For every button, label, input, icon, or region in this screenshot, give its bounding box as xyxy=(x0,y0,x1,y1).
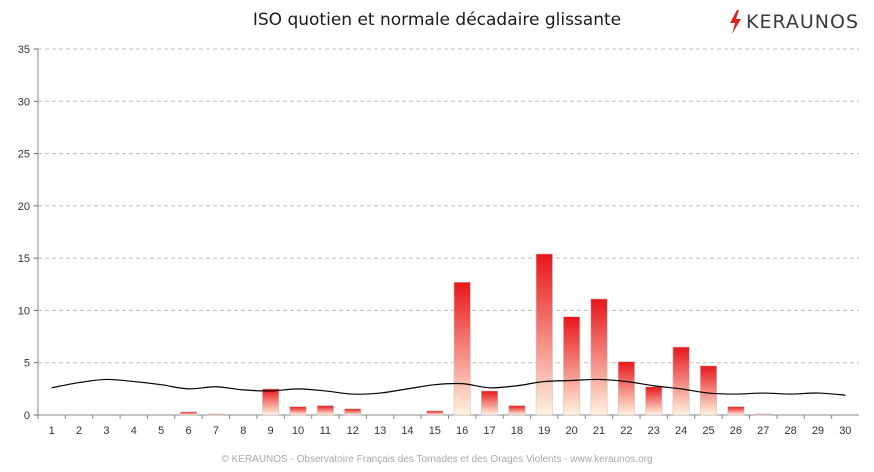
x-tick-label: 6 xyxy=(185,425,191,437)
bar-series xyxy=(180,253,772,416)
x-tick-label: 29 xyxy=(812,425,824,437)
brand-logo: KERAUNOS xyxy=(728,8,859,36)
x-tick-label: 23 xyxy=(648,425,660,437)
gridlines xyxy=(34,48,859,416)
x-tick-label: 1 xyxy=(49,425,55,437)
y-tick-label: 30 xyxy=(18,96,30,108)
x-tick-label: 14 xyxy=(401,425,413,437)
bar xyxy=(672,346,690,416)
x-tick-label: 15 xyxy=(429,425,441,437)
axes xyxy=(37,49,859,419)
y-tick-label: 10 xyxy=(18,305,30,317)
y-tick-label: 15 xyxy=(18,253,30,265)
bar xyxy=(289,406,307,416)
x-tick-label: 8 xyxy=(240,425,246,437)
x-tick-label: 17 xyxy=(483,425,495,437)
bar xyxy=(481,390,499,416)
x-tick-label: 20 xyxy=(566,425,578,437)
bar xyxy=(426,410,444,416)
x-tick-label: 28 xyxy=(784,425,796,437)
x-tick-label: 24 xyxy=(675,425,687,437)
x-tick-label: 7 xyxy=(213,425,219,437)
x-tick-label: 22 xyxy=(620,425,632,437)
bar xyxy=(727,406,745,416)
y-tick-label: 35 xyxy=(18,44,30,56)
y-tick-label: 0 xyxy=(24,410,30,422)
y-tick-label: 5 xyxy=(24,358,30,370)
bar xyxy=(508,405,526,416)
x-tick-label: 16 xyxy=(456,425,468,437)
bar xyxy=(563,316,581,416)
x-tick-label: 10 xyxy=(292,425,304,437)
brand-name: KERAUNOS xyxy=(746,11,860,33)
x-tick-label: 27 xyxy=(757,425,769,437)
bar xyxy=(754,413,772,416)
x-tick-label: 4 xyxy=(131,425,137,437)
footer-credit: © KERAUNOS - Observatoire Français des T… xyxy=(221,454,653,465)
bar xyxy=(262,388,280,416)
line-series xyxy=(51,378,846,396)
x-tick-label: 21 xyxy=(593,425,605,437)
x-tick-label: 5 xyxy=(158,425,164,437)
bar xyxy=(207,413,225,416)
bar xyxy=(645,386,663,416)
chart-title: ISO quotien et normale décadaire glissan… xyxy=(252,10,622,30)
lightning-bolt-icon xyxy=(730,10,741,34)
bar xyxy=(316,405,334,416)
normal-line xyxy=(51,378,846,396)
x-tick-label: 9 xyxy=(268,425,274,437)
x-tick-label: 18 xyxy=(511,425,523,437)
x-tick-label: 2 xyxy=(76,425,82,437)
bar xyxy=(180,411,198,416)
bar xyxy=(453,281,471,416)
y-tick-label: 25 xyxy=(18,149,30,161)
x-tick-label: 13 xyxy=(374,425,386,437)
y-tick-label: 20 xyxy=(18,201,30,213)
bar xyxy=(617,361,635,416)
bar xyxy=(344,408,362,416)
x-tick-label: 3 xyxy=(103,425,109,437)
y-tick-labels: 0 5 10 15 20 25 30 35 xyxy=(18,44,30,422)
x-tick-label: 12 xyxy=(347,425,359,437)
x-tick-label: 30 xyxy=(839,425,851,437)
x-tick-label: 25 xyxy=(702,425,714,437)
bar xyxy=(535,253,553,416)
x-tick-labels: 1 2 3 4 5 6 7 8 9 10 11 12 13 14 15 16 17 18 19 20 21 22 23 24 2… xyxy=(49,425,852,437)
bar xyxy=(590,298,608,416)
x-tick-label: 11 xyxy=(320,425,331,437)
x-tick-label: 19 xyxy=(538,425,550,437)
bar xyxy=(699,365,717,416)
x-tick-label: 26 xyxy=(730,425,742,437)
